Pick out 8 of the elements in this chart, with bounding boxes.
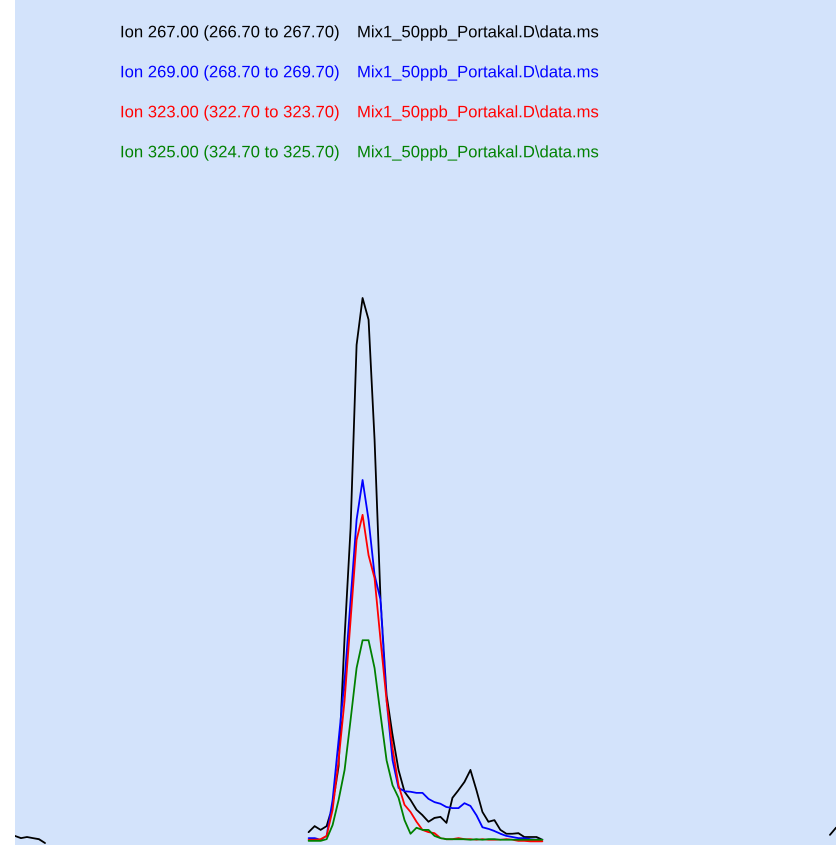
text: Ion 325.00 (324.70 to 325.70)	[122, 145, 339, 161]
text: Mix1_50ppb_Portakal.D\data.ms	[358, 145, 598, 161]
text: Mix1_50ppb_Portakal.D\data.ms	[358, 105, 598, 121]
text: Ion 269.00 (268.70 to 269.70)	[122, 65, 339, 81]
text: Ion 267.00 (266.70 to 267.70)	[122, 25, 339, 41]
text: Ion 323.00 (322.70 to 323.70)	[122, 105, 339, 121]
text: Mix1_50ppb_Portakal.D\data.ms	[358, 25, 598, 41]
text: Mix1_50ppb_Portakal.D\data.ms	[358, 65, 598, 81]
